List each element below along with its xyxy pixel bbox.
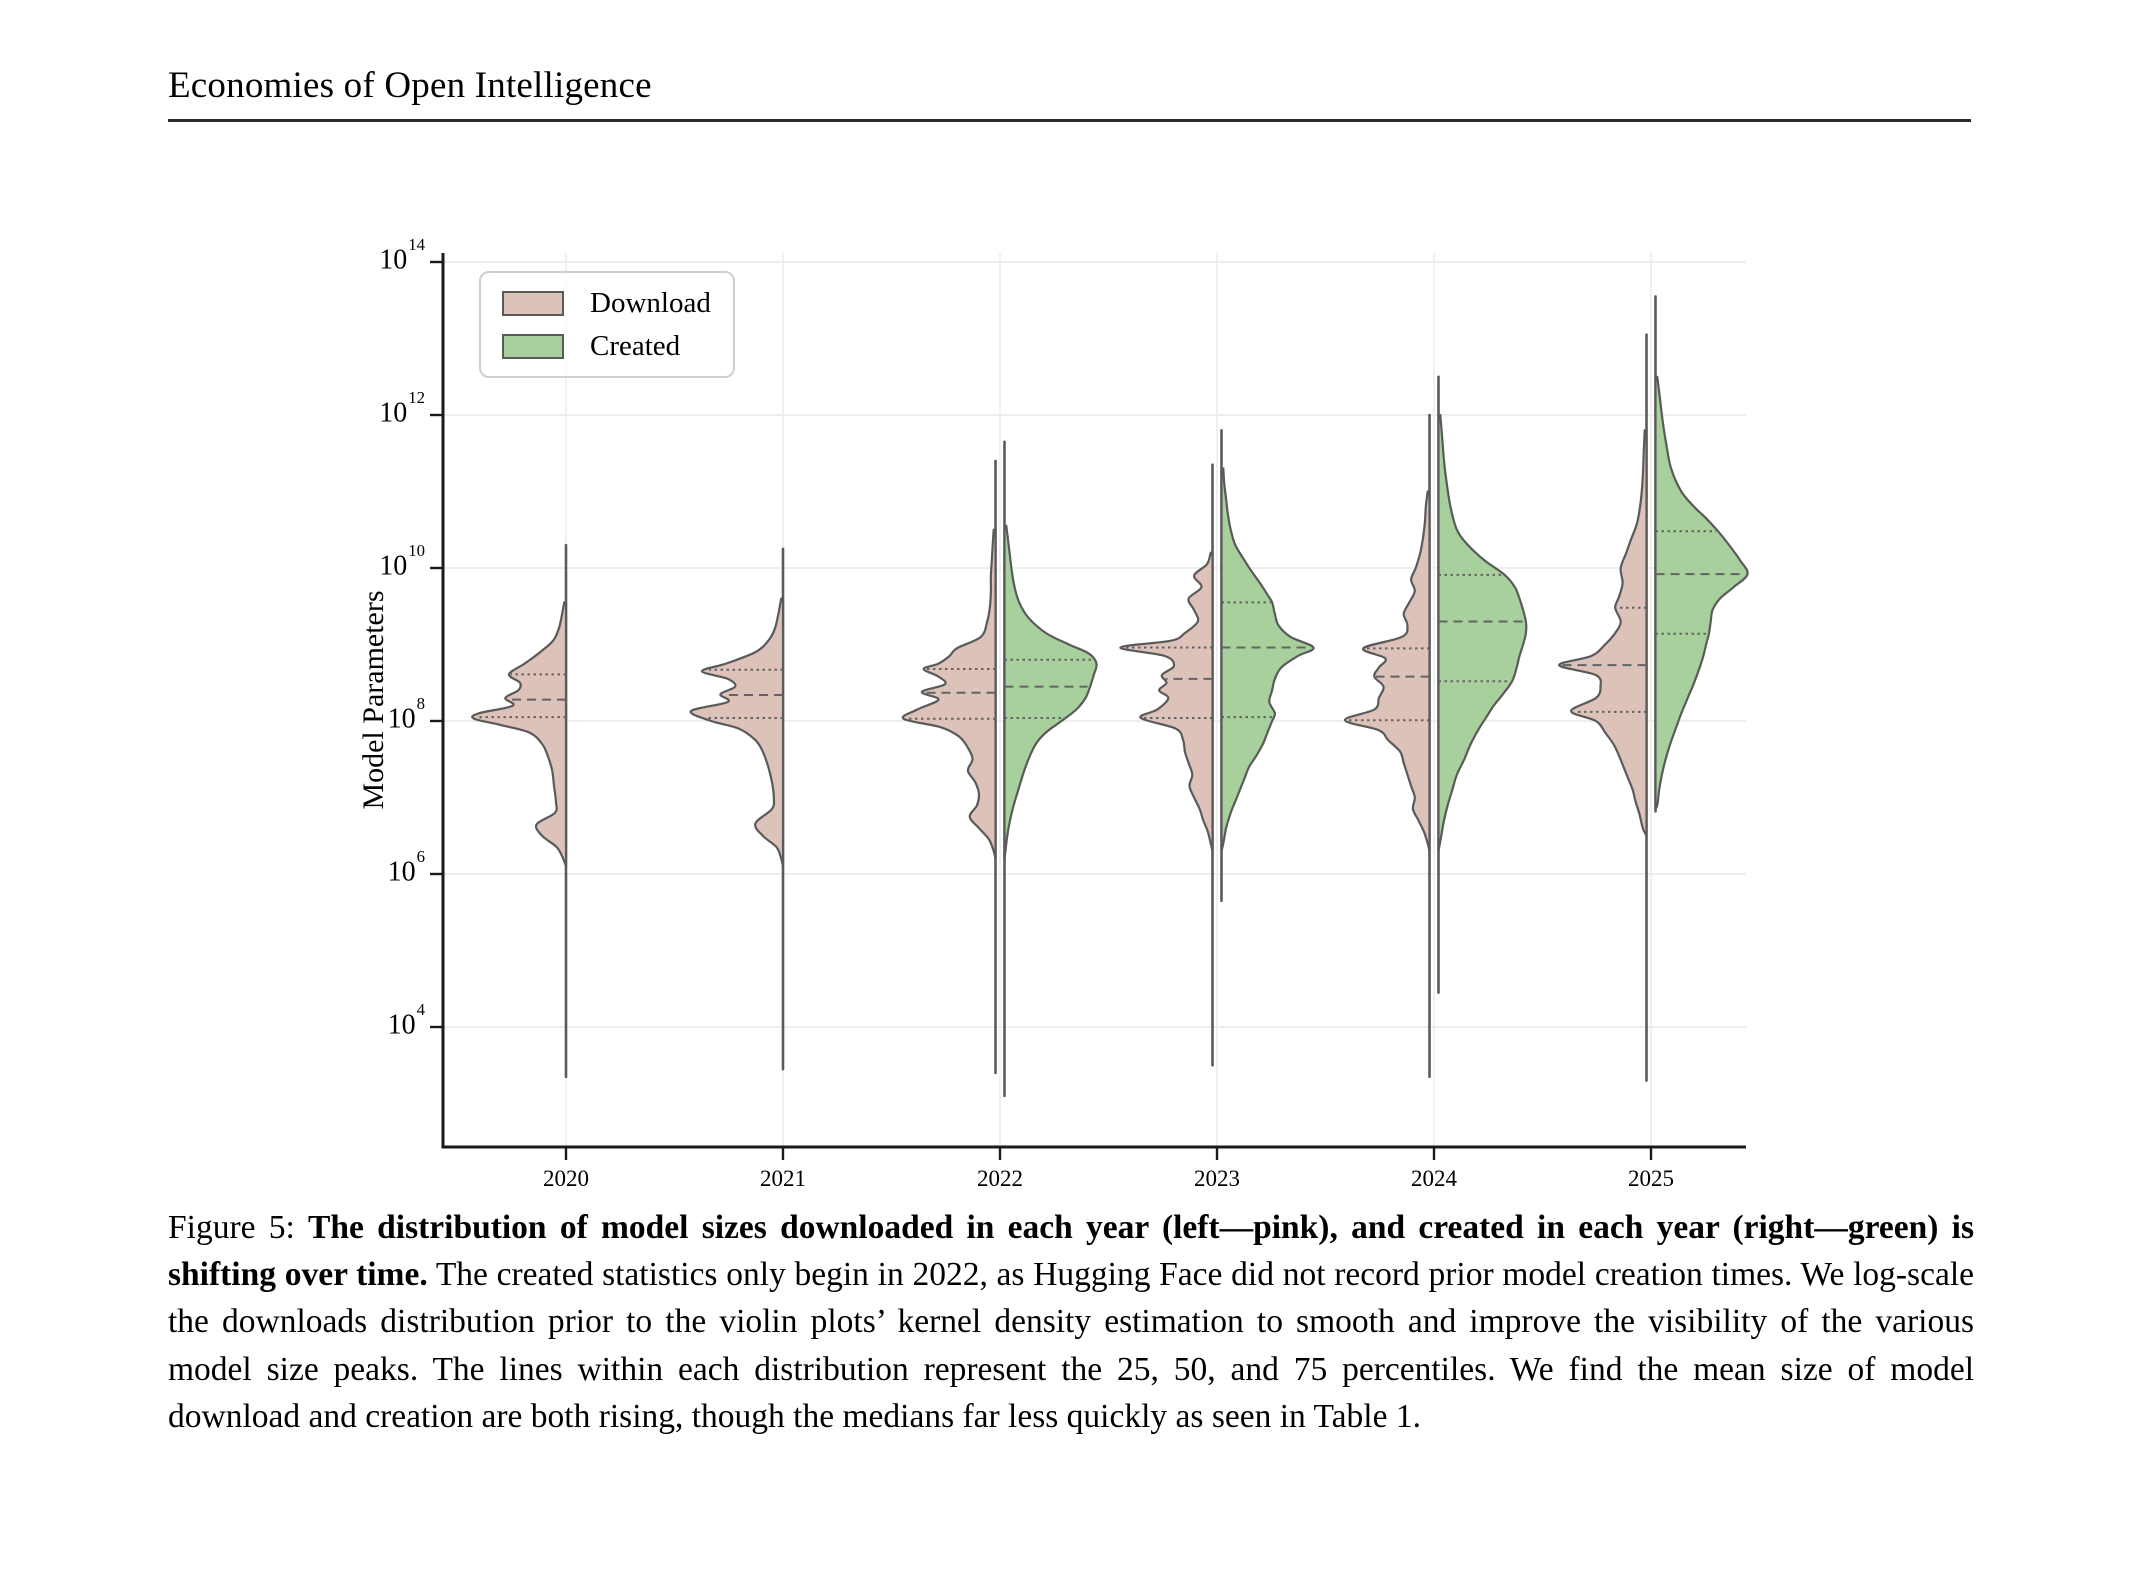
download-swatch — [502, 290, 564, 316]
caption-body: The created statistics only begin in 202… — [168, 1256, 1974, 1435]
violin-download-2021 — [689, 547, 785, 1071]
density-download-2024 — [1343, 490, 1431, 853]
legend: Download Created — [479, 271, 735, 378]
y-axis-label: Model Parameters — [357, 590, 391, 809]
figure-caption: Figure 5: The distribution of model size… — [168, 1204, 1974, 1440]
page-title: Economies of Open Intelligence — [168, 65, 652, 106]
density-download-2021 — [689, 597, 785, 868]
density-download-2022 — [901, 528, 997, 860]
y-axis-label-text: Model Parameters — [357, 590, 390, 810]
violin-created-2024 — [1437, 375, 1528, 994]
x-tick-label-2021: 2021 — [760, 1166, 806, 1191]
density-created-2023 — [1220, 467, 1315, 853]
violin-created-2025 — [1654, 295, 1749, 813]
violin-download-2025 — [1557, 333, 1648, 1082]
violin-download-2024 — [1343, 413, 1431, 1079]
x-tick-label-2025: 2025 — [1628, 1166, 1674, 1191]
y-tick-label-10e6: 106 — [387, 847, 425, 888]
y-tick-label-10e4: 104 — [387, 1000, 425, 1041]
legend-label-created: Created — [590, 329, 681, 362]
x-tick-label-2022: 2022 — [977, 1166, 1023, 1191]
legend-label-download: Download — [590, 286, 711, 319]
x-tick-label-2023: 2023 — [1194, 1166, 1240, 1191]
density-created-2024 — [1437, 413, 1528, 853]
violin-created-2022 — [1003, 440, 1098, 1098]
legend-item-download: Download — [502, 284, 733, 322]
x-tick-label-2020: 2020 — [543, 1166, 589, 1191]
y-tick-label-10e10: 1010 — [379, 541, 425, 582]
density-download-2025 — [1557, 429, 1648, 837]
header-rule — [168, 119, 1971, 122]
caption-bold: The distribution of model sizes download… — [168, 1209, 1974, 1294]
x-tick-label-2024: 2024 — [1411, 1166, 1457, 1191]
violin-created-2023 — [1220, 428, 1315, 903]
density-download-2023 — [1119, 551, 1214, 853]
violin-download-2020 — [471, 543, 568, 1079]
violin-download-2022 — [901, 459, 997, 1075]
y-tick-label-10e14: 1014 — [379, 235, 425, 276]
density-download-2020 — [471, 601, 568, 868]
caption-prefix: Figure 5: — [168, 1209, 295, 1246]
legend-item-created: Created — [502, 327, 733, 365]
violin-download-2023 — [1119, 463, 1214, 1067]
y-tick-label-10e12: 1012 — [379, 388, 425, 429]
y-tick-label-10e8: 108 — [387, 694, 425, 735]
density-created-2022 — [1003, 524, 1098, 860]
created-swatch — [502, 333, 564, 359]
density-created-2025 — [1654, 375, 1749, 811]
